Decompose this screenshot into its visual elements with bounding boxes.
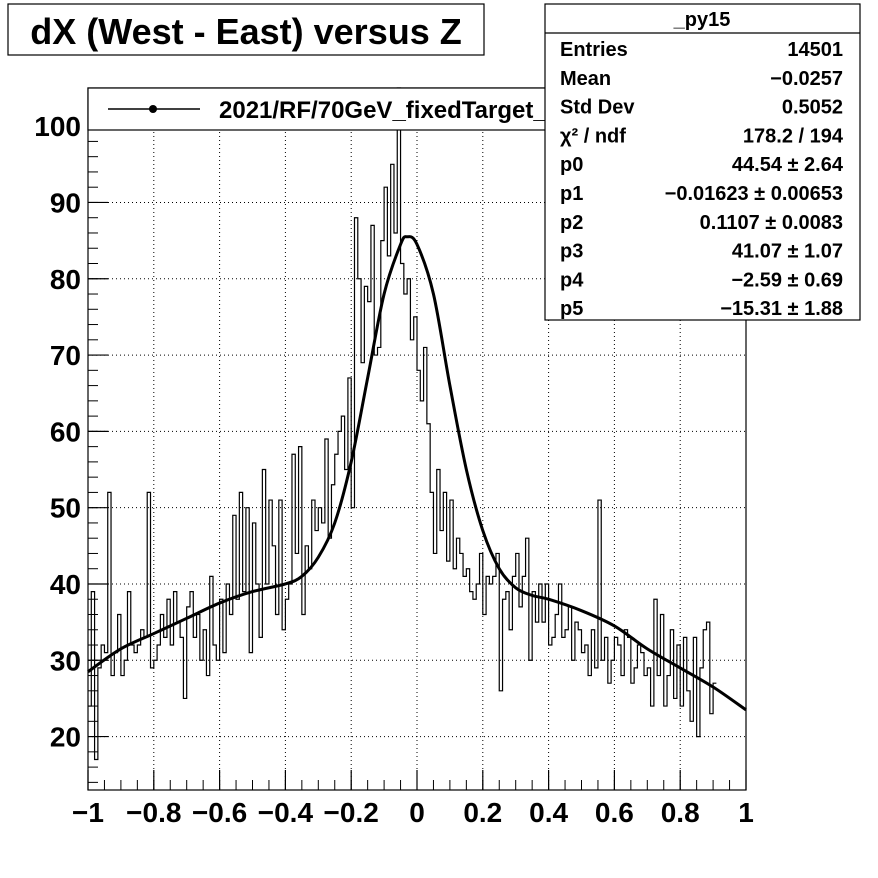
- stats-row-label: Mean: [560, 68, 611, 90]
- x-tick-label: 1: [738, 797, 754, 828]
- y-tick-label: 50: [50, 493, 81, 524]
- stats-row-value: 178.2 / 194: [743, 125, 844, 147]
- y-tick-label: 90: [50, 187, 81, 218]
- stats-row-value: −2.59 ± 0.69: [731, 269, 843, 291]
- x-tick-label: 0.6: [595, 797, 634, 828]
- x-tick-label: 0.8: [661, 797, 700, 828]
- y-tick-label: 20: [50, 722, 81, 753]
- stats-row-label: Entries: [560, 39, 628, 61]
- stats-row-value: −15.31 ± 1.88: [720, 298, 843, 320]
- x-tick-label: 0: [409, 797, 425, 828]
- y-tick-label: 40: [50, 569, 81, 600]
- stats-row-value: 41.07 ± 1.07: [732, 241, 843, 263]
- legend-marker-swatch: [149, 105, 157, 113]
- stats-row-value: 44.54 ± 2.64: [732, 154, 844, 176]
- stats-row-value: −0.01623 ± 0.00653: [665, 183, 843, 205]
- x-tick-label: −0.4: [258, 797, 314, 828]
- x-tick-label: −0.6: [192, 797, 247, 828]
- legend: 2021/RF/70GeV_fixedTarget_2021: [87, 87, 614, 131]
- y-tick-label: 70: [50, 340, 81, 371]
- legend-entry-label: 2021/RF/70GeV_fixedTarget_2021: [219, 97, 600, 124]
- stats-row-label: χ² / ndf: [560, 125, 626, 147]
- stats-row-label: p3: [560, 241, 583, 263]
- title-frame: [7, 3, 485, 56]
- y-tick-label: 30: [50, 645, 81, 676]
- x-tick-label: −0.8: [126, 797, 181, 828]
- stats-row-value: 0.5052: [782, 97, 843, 119]
- x-tick-label: 0.2: [463, 797, 502, 828]
- x-tick-label: 0.4: [529, 797, 568, 828]
- fit-curve: [87, 235, 747, 712]
- stats-row-label: p0: [560, 154, 583, 176]
- chart-title: dX (West - East) versus Z: [30, 11, 461, 52]
- stats-row-label: Std Dev: [560, 97, 635, 119]
- stats-row-label: p4: [560, 269, 584, 291]
- stats-frame: [544, 3, 861, 321]
- y-tick-label: 100: [34, 111, 81, 142]
- title-box: dX (West - East) versus Z: [7, 3, 485, 56]
- y-tick-label: 60: [50, 416, 81, 447]
- y-axis-tick-labels: 20 30 40 50 60 70 80 90 100: [34, 111, 81, 752]
- stats-box: _py15 Entries 14501 Mean −0.0257 Std Dev 0.50…: [544, 3, 861, 321]
- x-tick-label: −0.2: [324, 797, 379, 828]
- stats-row-value: −0.0257: [770, 68, 843, 90]
- stats-row-label: p2: [560, 212, 583, 234]
- stats-title: _py15: [673, 9, 731, 31]
- y-tick-label: 80: [50, 264, 81, 295]
- x-tick-label: −1: [72, 797, 104, 828]
- stats-row-label: p1: [560, 183, 583, 205]
- x-axis-tick-labels: −1 −0.8 −0.6 −0.4 −0.2 0 0.2 0.4 0.6 0.8 1: [72, 797, 754, 828]
- stats-row-value: 14501: [787, 39, 843, 61]
- stats-row-label: p5: [560, 298, 583, 320]
- stats-row-value: 0.1107 ± 0.0083: [700, 212, 843, 234]
